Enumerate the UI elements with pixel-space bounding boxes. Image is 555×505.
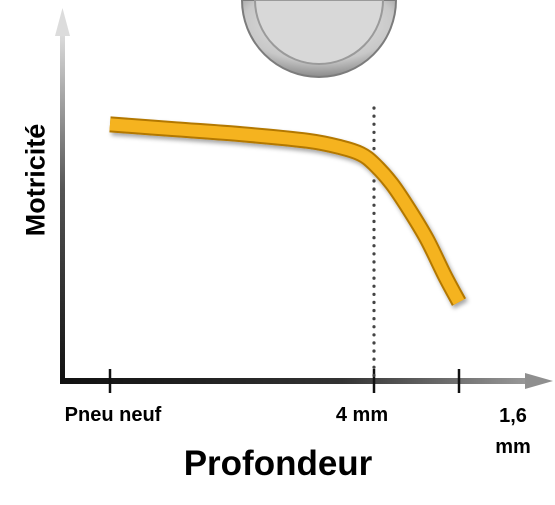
x-axis-arrow (525, 373, 553, 389)
x-tick-label-4mm: 4 mm (335, 404, 389, 426)
tire-top-icon (240, 0, 398, 78)
series-line-0 (109, 118, 465, 305)
x-axis-label: Profondeur (183, 444, 373, 483)
y-axis-arrow (55, 8, 70, 36)
x-ticks (108, 369, 461, 393)
series-group (109, 116, 467, 306)
y-axis (60, 30, 65, 382)
x-tick-label-new-tire: Pneu neuf (64, 404, 162, 426)
x-axis (60, 378, 530, 384)
x-tick-label-1-6mm: 1,6 mm (495, 405, 531, 458)
y-axis-label: Motricité (20, 123, 51, 237)
